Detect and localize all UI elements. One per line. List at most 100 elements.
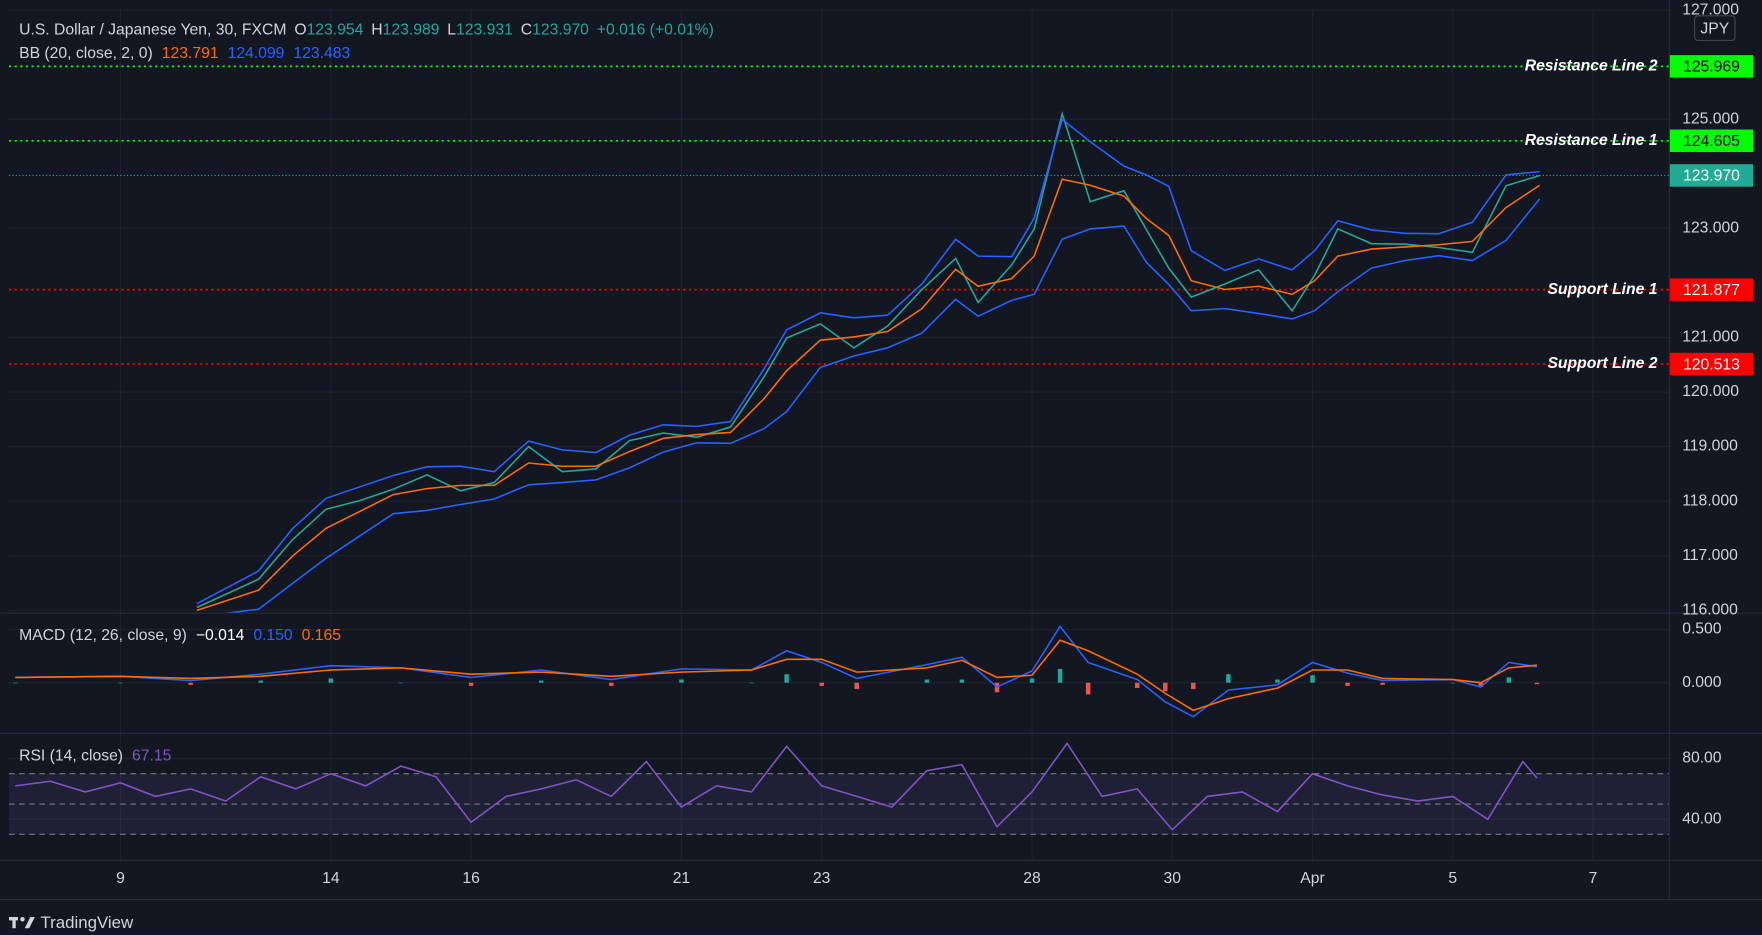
series-line [196,110,1540,609]
indicator-value: 123.791 [162,45,219,62]
x-tick-label: 5 [1448,870,1457,887]
level-badge-value: 124.605 [1683,133,1740,150]
change: +0.016 (+0.01%) [597,22,714,39]
histogram-bar [1029,678,1035,683]
ohlc-value: 123.931 [456,22,513,39]
y-tick-label: 80.00 [1682,750,1722,767]
histogram-bar [398,682,404,684]
indicator-value: 124.099 [228,45,285,62]
x-tick-label: 14 [322,870,340,887]
histogram-bar [1450,682,1456,684]
level-badge [1669,129,1754,153]
y-tick-label: 0.000 [1682,674,1722,691]
indicator-legend: RSI (14, close) 67.15 [19,747,172,764]
series-line [196,117,1540,605]
level-label: Resistance Line 1 [1525,132,1658,149]
histogram-bar [1478,682,1484,687]
logo-shape [12,916,16,929]
histogram-bar [679,679,684,683]
footer-brand: TradingView [40,913,134,932]
ohlc-label: O [294,22,306,39]
logo-shape [24,916,35,929]
level-badge [1669,352,1754,376]
ohlc-label: C [521,22,532,39]
last-price-badge [1669,164,1754,187]
histogram-bar [1191,682,1196,690]
histogram-bar [959,679,965,683]
histogram-bar [1275,679,1280,683]
y-tick-label: 40.00 [1682,810,1722,827]
level-label: Support Line 2 [1547,355,1657,372]
indicator-value: 123.483 [293,45,350,62]
y-tick-label: 0.500 [1682,621,1722,638]
y-tick-label: 125.000 [1682,110,1739,127]
histogram-bar [1310,675,1315,683]
x-tick-label: 23 [813,870,831,887]
y-tick-label: 127.000 [1682,1,1739,18]
y-tick-label: 123.000 [1682,220,1739,237]
series-line [196,178,1541,612]
series-line [15,639,1537,712]
level-label: Support Line 1 [1547,281,1657,298]
indicator-name: MACD (12, 26, close, 9) [19,627,187,644]
level-badge-value: 121.877 [1683,282,1740,299]
histogram-bar [118,682,123,684]
x-tick-label: 7 [1589,870,1598,887]
histogram-bar [538,680,544,683]
level-badge-value: 120.513 [1683,356,1740,373]
histogram-bar [1534,682,1540,685]
histogram-bar [258,680,263,683]
symbol-title: U.S. Dollar / Japanese Yen, 30, FXCM [19,22,286,39]
histogram-bar [1226,674,1231,683]
indicator-value: −0.014 [196,627,245,644]
level-badge [1669,55,1754,78]
histogram-bar [188,682,193,685]
level-label: Resistance Line 2 [1525,58,1658,75]
y-tick-label: 116.000 [1682,601,1738,618]
x-tick-label: 30 [1164,870,1182,887]
histogram-bar [1163,682,1168,692]
indicator-legend: BB (20, close, 2, 0) 123.791 124.099 123.48… [19,45,350,62]
marks [8,65,1669,835]
x-tick-label: Apr [1300,870,1324,887]
y-tick-label: 118.000 [1682,492,1738,509]
x-tick-label: 9 [116,870,125,887]
x-tick-label: 28 [1023,870,1041,887]
labels: 9 14 16 21 23 28 30 Apr 5 7 116.000 117.000 118.000 1… [19,1,1754,887]
level-badge [1669,278,1754,301]
indicator-name: BB (20, close, 2, 0) [19,45,153,62]
indicator-value: 0.150 [253,627,293,644]
histogram-bar [784,674,789,683]
x-tick-label: 21 [673,870,690,887]
histogram-bar [1506,677,1512,683]
y-tick-label: 120.000 [1682,383,1739,400]
series-line [225,198,1541,613]
logo-shape [20,916,25,922]
histogram-bar [854,682,859,690]
histogram-bar [13,682,18,684]
series-line [15,741,1538,831]
indicator-value: 0.165 [302,627,342,644]
level-badge-value: 125.969 [1683,59,1740,76]
last-price-value: 123.970 [1683,168,1740,185]
histogram-bar [1380,682,1385,685]
ohlc-label: L [447,22,456,39]
currency-badge [1694,15,1736,42]
ohlc-label: H [371,22,382,39]
indicator-name: RSI (14, close) [19,747,123,764]
histogram-bar [468,682,474,686]
indicator-value: 67.15 [132,747,172,764]
currency-label: JPY [1700,20,1729,37]
histogram-bar [1085,682,1091,695]
x-tick-label: 16 [462,870,480,887]
y-tick-label: 119.000 [1682,438,1738,455]
histogram-bar [1134,682,1140,689]
y-tick-label: 121.000 [1682,329,1739,346]
header: U.S. Dollar / Japanese Yen, 30, FXCM O 123… [19,22,714,39]
y-tick-label: 117.000 [1682,547,1738,564]
histogram-bar [924,679,930,683]
histogram-bar [609,682,614,686]
